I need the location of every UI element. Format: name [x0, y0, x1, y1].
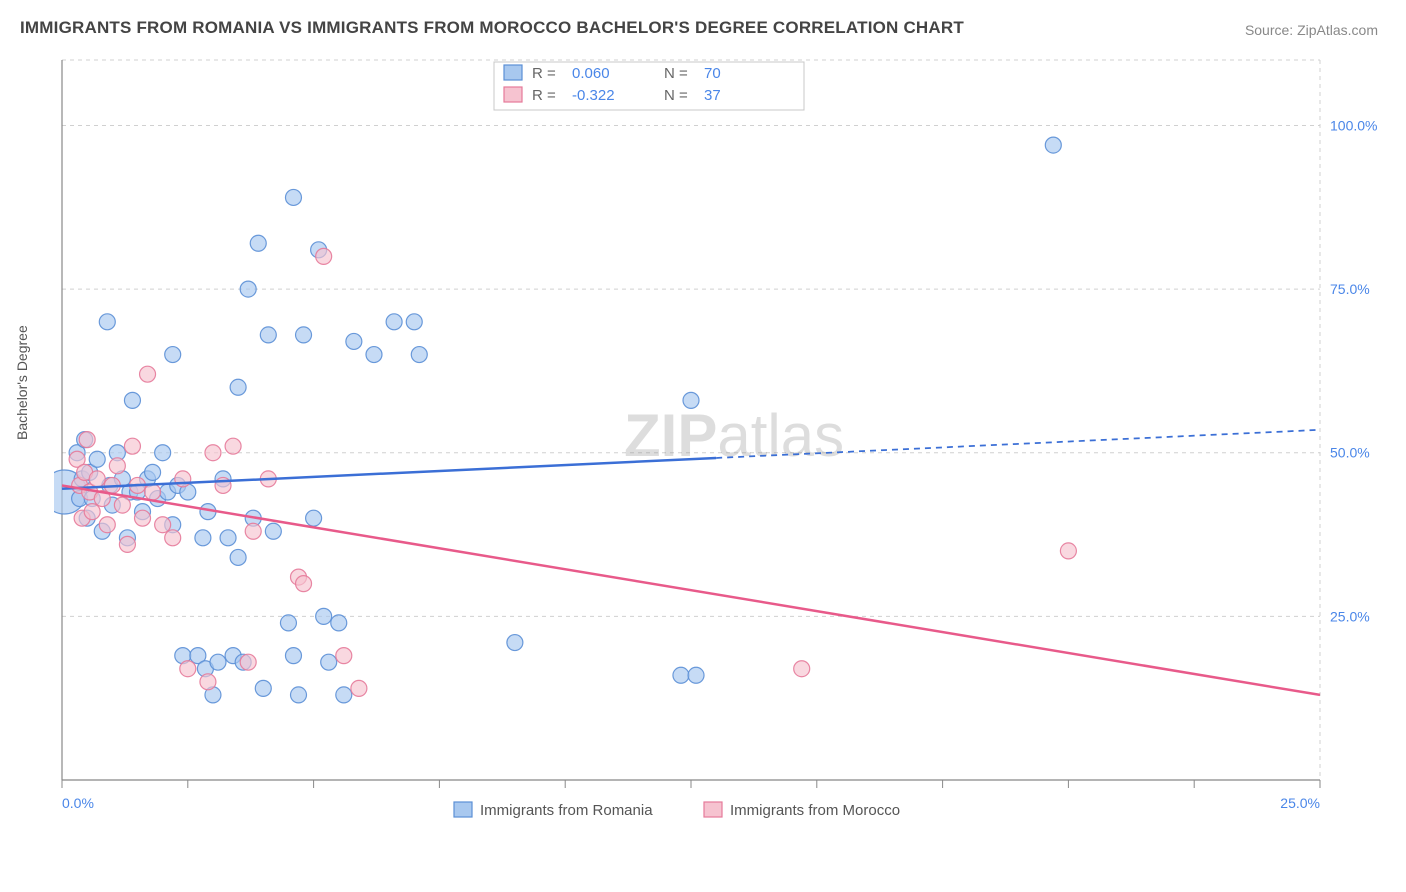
svg-text:N =: N = — [664, 87, 688, 104]
scatter-chart: 0.0% 25.0% 25.0% 50.0% 75.0% 100.0% ZIPatlas R … — [54, 56, 1384, 826]
source-label: Source: ZipAtlas.com — [1245, 22, 1378, 38]
svg-text:0.0%: 0.0% — [62, 795, 94, 811]
y-axis-label: Bachelor's Degree — [14, 325, 30, 440]
svg-text:Immigrants from Romania: Immigrants from Romania — [480, 802, 653, 819]
svg-text:N =: N = — [664, 65, 688, 82]
svg-text:Immigrants from Morocco: Immigrants from Morocco — [730, 802, 900, 819]
svg-text:70: 70 — [704, 65, 721, 82]
svg-text:-0.322: -0.322 — [572, 87, 615, 104]
svg-text:100.0%: 100.0% — [1330, 117, 1377, 133]
svg-text:0.060: 0.060 — [572, 65, 610, 82]
svg-text:25.0%: 25.0% — [1280, 795, 1320, 811]
svg-text:50.0%: 50.0% — [1330, 445, 1370, 461]
svg-text:R =: R = — [532, 87, 556, 104]
svg-text:ZIPatlas: ZIPatlas — [624, 402, 844, 469]
svg-text:75.0%: 75.0% — [1330, 281, 1370, 297]
svg-text:25.0%: 25.0% — [1330, 608, 1370, 624]
svg-text:37: 37 — [704, 87, 721, 104]
svg-text:R =: R = — [532, 65, 556, 82]
chart-title: IMMIGRANTS FROM ROMANIA VS IMMIGRANTS FR… — [20, 18, 964, 38]
